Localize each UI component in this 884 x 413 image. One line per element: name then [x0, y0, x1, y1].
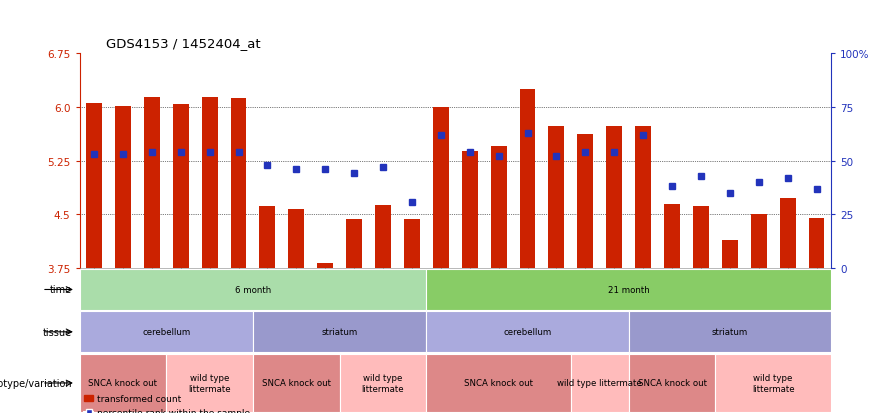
Bar [172, 104, 188, 269]
Bar [722, 240, 738, 269]
Text: tissue: tissue [43, 327, 72, 337]
Text: SNCA knock out: SNCA knock out [464, 379, 533, 387]
Text: SNCA knock out: SNCA knock out [262, 379, 331, 387]
Text: wild type
littermate: wild type littermate [188, 373, 231, 393]
Bar [548, 127, 564, 269]
Bar [751, 215, 766, 269]
Text: SNCA knock out: SNCA knock out [88, 379, 157, 387]
Bar [606, 127, 622, 269]
Text: wild type littermate: wild type littermate [558, 379, 642, 387]
Bar [347, 220, 362, 269]
Bar [253, 354, 339, 412]
Bar [629, 354, 715, 412]
Bar [86, 104, 102, 269]
Bar [202, 98, 217, 269]
Text: 6 month: 6 month [235, 285, 271, 294]
Bar [404, 220, 420, 269]
Bar [115, 107, 131, 269]
Bar [491, 147, 507, 269]
Text: striatum: striatum [712, 328, 748, 337]
Bar [144, 97, 160, 269]
Bar [339, 354, 426, 412]
Bar [260, 206, 275, 269]
Text: cerebellum: cerebellum [142, 328, 190, 337]
Text: 21 month: 21 month [608, 285, 650, 294]
Bar [426, 354, 571, 412]
Legend: transformed count, percentile rank within the sample: transformed count, percentile rank withi… [84, 394, 250, 413]
Bar [426, 270, 831, 310]
Bar [629, 312, 831, 352]
Bar [571, 354, 629, 412]
Bar [166, 354, 253, 412]
Bar [664, 204, 680, 269]
Bar [426, 312, 629, 352]
Text: wild type
littermate: wild type littermate [752, 373, 795, 393]
Bar [780, 198, 796, 269]
Bar [433, 107, 449, 269]
Bar [461, 152, 477, 269]
Bar [809, 218, 825, 269]
Text: genotype/variation: genotype/variation [0, 378, 72, 388]
Bar [577, 135, 593, 269]
Text: GDS4153 / 1452404_at: GDS4153 / 1452404_at [106, 37, 261, 50]
Bar [253, 312, 426, 352]
Bar [520, 90, 536, 269]
Bar [636, 127, 651, 269]
Bar [317, 263, 333, 269]
Text: wild type
littermate: wild type littermate [362, 373, 404, 393]
Bar [693, 206, 709, 269]
Bar [375, 206, 391, 269]
Bar [715, 354, 831, 412]
Text: cerebellum: cerebellum [503, 328, 552, 337]
Bar [288, 209, 304, 269]
Bar [80, 270, 426, 310]
Text: striatum: striatum [322, 328, 358, 337]
Bar [231, 99, 247, 269]
Text: SNCA knock out: SNCA knock out [637, 379, 706, 387]
Text: time: time [50, 285, 72, 295]
Bar [80, 354, 166, 412]
Bar [80, 312, 253, 352]
